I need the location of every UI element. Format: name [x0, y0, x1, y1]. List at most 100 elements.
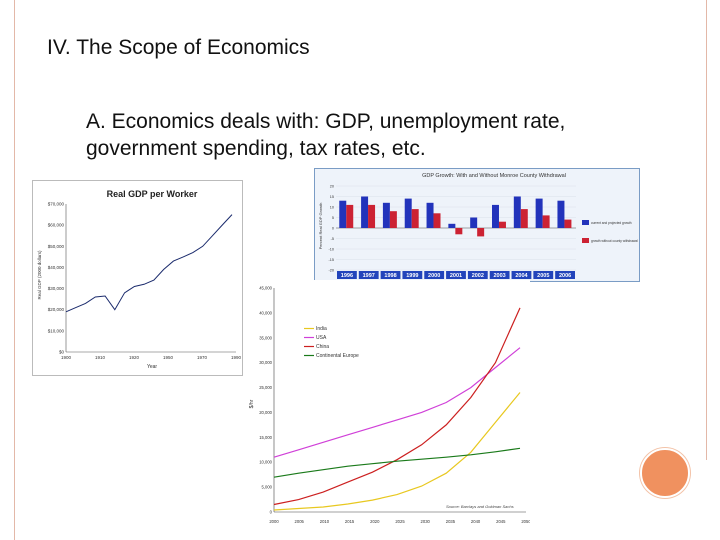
chart2-category-label-bg [555, 271, 575, 279]
chart2-bar [411, 209, 419, 228]
chart2-title: GDP Growth: With and Without Monroe Coun… [422, 173, 566, 179]
chart2-y-tick: 5 [332, 216, 334, 220]
chart2-y-tick: -5 [331, 237, 334, 241]
chart2-x-tick: 2002 [472, 273, 484, 279]
chart2-x-tick: 1998 [384, 273, 396, 279]
chart2-bar [470, 217, 478, 228]
chart1-x-tick: 1970 [197, 355, 208, 360]
chart3-x-tick: 2025 [395, 519, 405, 524]
real-gdp-per-worker-chart: Real GDP per Worker Real GDP (2000 dolla… [32, 180, 243, 376]
chart3-legend-label: China [316, 344, 329, 350]
chart2-y-tick: 20 [330, 184, 334, 188]
chart2-bar [426, 202, 434, 228]
chart3-x-tick: 2015 [345, 519, 355, 524]
chart2-category-label-bg [533, 271, 554, 279]
chart3-x-tick: 2035 [446, 519, 456, 524]
chart3-y-tick: 20,000 [259, 410, 272, 415]
chart2-category-label-bg [467, 271, 488, 279]
chart3-x-tick: 2045 [496, 519, 506, 524]
chart1-x-tick: 1920 [129, 355, 140, 360]
chart2-bar [339, 200, 347, 228]
chart2-x-tick: 1996 [341, 273, 353, 279]
chart2-category-label-bg [511, 271, 532, 279]
chart2-category-label-bg [424, 271, 445, 279]
chart3-x-tick: 2005 [295, 519, 305, 524]
chart3-x-tick: 2000 [269, 519, 279, 524]
chart1-y-tick: $60,000 [48, 223, 65, 228]
gdp-growth-bar-chart: GDP Growth: With and Without Monroe Coun… [314, 168, 640, 282]
chart2-bar [498, 221, 506, 228]
chart3-y-tick: 25,000 [259, 385, 272, 390]
slide-frame-right-line [706, 0, 707, 460]
chart2-bar [448, 223, 456, 228]
chart3-legend-label: USA [316, 335, 327, 341]
chart3-x-tick: 2010 [320, 519, 330, 524]
chart2-x-tick: 2000 [428, 273, 440, 279]
chart2-category-label-bg [380, 271, 401, 279]
chart2-y-tick: -20 [329, 268, 335, 272]
chart3-source-note: Source: Barclays and Goldman Sachs [446, 504, 514, 509]
chart2-bar [455, 228, 463, 235]
chart1-x-tick: 1990 [231, 355, 242, 360]
chart1-y-tick: $70,000 [48, 202, 65, 207]
chart1-x-tick: 1910 [95, 355, 106, 360]
chart2-legend-label: growth without county withdrawal [591, 239, 638, 243]
slide-heading: IV. The Scope of Economics [47, 36, 310, 59]
chart3-series-line [273, 447, 521, 478]
chart2-bar [492, 204, 499, 228]
chart3-series-line [273, 307, 521, 506]
chart2-bar [520, 209, 528, 228]
chart3-legend-label: India [316, 326, 327, 332]
chart2-bar [346, 204, 354, 228]
chart2-x-tick: 1999 [406, 273, 418, 279]
chart3-legend-label: Continental Europe [316, 353, 359, 359]
chart3-y-tick: 5,000 [262, 485, 273, 490]
chart2-legend-swatch [582, 220, 589, 225]
chart3-ylabel: $/hr [249, 399, 255, 408]
chart2-x-tick: 2001 [450, 273, 462, 279]
chart1-x-tick: 1950 [163, 355, 174, 360]
chart2-category-label-bg [337, 271, 357, 279]
chart2-bar [361, 196, 369, 228]
chart3-series-line [273, 392, 521, 511]
chart2-x-tick: 1997 [363, 273, 375, 279]
slide-subpoint: A. Economics deals with: GDP, unemployme… [86, 110, 566, 160]
chart2-bar [513, 196, 521, 228]
chart3-y-tick: 30,000 [259, 360, 272, 365]
chart2-bar [389, 211, 397, 228]
chart1-ylabel: Real GDP (2000 dollars) [37, 250, 42, 299]
chart3-x-tick: 2030 [421, 519, 431, 524]
chart2-x-tick: 2003 [494, 273, 506, 279]
chart1-title: Real GDP per Worker [107, 189, 198, 199]
slide-frame-left-line [14, 0, 15, 540]
chart1-series-line [65, 214, 233, 313]
chart2-bar [382, 202, 390, 228]
chart2-x-tick: 2004 [515, 273, 528, 279]
chart2-bar [557, 200, 565, 228]
chart3-y-tick: 0 [270, 510, 273, 515]
chart3-x-tick: 2050 [521, 519, 530, 524]
chart2-category-label-bg [446, 271, 466, 279]
chart1-y-tick: $40,000 [48, 265, 65, 270]
chart1-y-tick: $30,000 [48, 286, 65, 291]
chart1-y-tick: $0 [59, 350, 65, 355]
chart2-legend-label: current and projected growth [591, 221, 632, 225]
chart2-category-label-bg [402, 271, 423, 279]
chart3-y-tick: 40,000 [259, 310, 272, 315]
chart2-category-label-bg [489, 271, 510, 279]
chart3-x-tick: 2020 [370, 519, 380, 524]
chart2-bar [368, 204, 376, 228]
chart2-y-tick: -15 [329, 258, 335, 262]
chart2-ylabel: Percent Real GDP Growth [318, 203, 323, 250]
chart1-x-tick: 1900 [61, 355, 72, 360]
chart2-x-tick: 2005 [537, 273, 549, 279]
chart2-bar [433, 213, 441, 228]
chart2-y-tick: 10 [330, 205, 334, 209]
chart1-y-tick: $50,000 [48, 244, 65, 249]
chart2-category-label-bg [358, 271, 379, 279]
chart3-x-tick: 2040 [471, 519, 481, 524]
chart2-legend-swatch [582, 238, 589, 243]
chart3-y-tick: 10,000 [259, 460, 272, 465]
chart2-x-tick: 2006 [559, 273, 571, 279]
chart1-xlabel: Year [147, 364, 157, 370]
